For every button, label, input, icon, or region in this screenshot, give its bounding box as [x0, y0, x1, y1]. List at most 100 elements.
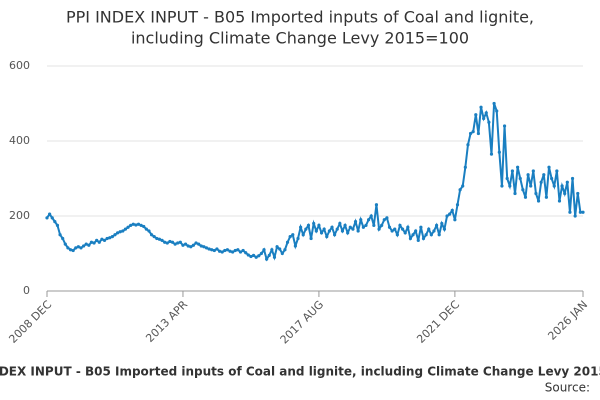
point: [288, 235, 292, 239]
point: [495, 109, 499, 113]
point: [291, 233, 295, 237]
point: [84, 242, 88, 246]
point: [296, 236, 300, 241]
point: [241, 248, 245, 253]
x-tick-label: 2017 AUG: [278, 298, 327, 347]
point: [105, 236, 109, 241]
point: [448, 212, 452, 216]
point: [348, 225, 352, 229]
point: [160, 238, 164, 242]
point: [523, 195, 528, 199]
footer-title: PPI INDEX INPUT - B05 Imported inputs of…: [0, 365, 600, 379]
point: [461, 184, 465, 188]
point: [228, 249, 232, 253]
point: [369, 214, 373, 218]
point: [129, 223, 133, 227]
point: [212, 248, 216, 253]
point: [421, 236, 426, 241]
point: [526, 173, 530, 177]
point: [89, 240, 94, 244]
point: [126, 225, 130, 229]
point: [293, 244, 297, 248]
point: [173, 242, 177, 246]
point: [427, 227, 431, 231]
point: [157, 237, 162, 241]
point: [510, 169, 515, 173]
point: [231, 250, 235, 254]
point: [573, 214, 577, 218]
point: [278, 247, 282, 251]
point: [576, 191, 580, 196]
point: [238, 250, 243, 254]
point: [76, 245, 80, 249]
point: [445, 214, 449, 218]
point: [152, 235, 156, 239]
chart-title: PPI INDEX INPUT - B05 Imported inputs of…: [66, 8, 534, 27]
point: [416, 238, 420, 242]
point: [565, 180, 569, 184]
point: [285, 240, 290, 244]
point: [424, 233, 428, 237]
point: [367, 218, 371, 222]
point: [440, 221, 444, 226]
point: [194, 241, 198, 245]
point: [395, 233, 399, 237]
point: [557, 199, 562, 203]
y-tick-label: 200: [9, 209, 30, 222]
point: [304, 227, 308, 231]
point: [529, 184, 533, 188]
point: [306, 223, 311, 227]
x-tick-label: 2021 DEC: [414, 298, 462, 346]
point: [351, 227, 355, 231]
point: [364, 223, 368, 227]
point: [176, 241, 180, 245]
point: [400, 227, 405, 231]
point: [450, 208, 454, 212]
point: [474, 113, 478, 117]
point: [314, 229, 318, 233]
point: [333, 233, 337, 237]
point: [102, 238, 107, 242]
point: [312, 221, 316, 226]
point: [244, 251, 248, 255]
point: [476, 131, 481, 136]
point: [544, 195, 548, 199]
point: [411, 233, 415, 237]
point: [299, 225, 303, 229]
point: [374, 203, 379, 207]
point: [471, 130, 475, 134]
point: [482, 116, 486, 121]
point: [466, 143, 470, 147]
point: [207, 247, 211, 251]
point: [502, 124, 507, 128]
point: [385, 216, 389, 220]
point: [487, 120, 491, 124]
point: [259, 251, 263, 256]
point: [432, 229, 436, 233]
point: [346, 231, 350, 235]
point: [581, 210, 585, 214]
point: [489, 152, 494, 156]
x-tick-label: 2026 JAN: [545, 298, 590, 343]
point: [330, 225, 334, 229]
point: [115, 231, 120, 235]
point: [283, 248, 287, 252]
point: [578, 210, 582, 214]
point: [147, 229, 151, 233]
point: [325, 235, 329, 239]
point: [165, 241, 169, 245]
point: [301, 233, 305, 237]
point: [340, 229, 345, 233]
point: [71, 248, 75, 253]
point: [309, 236, 313, 241]
point: [262, 248, 266, 252]
point: [144, 227, 148, 231]
point: [570, 176, 575, 181]
point: [508, 184, 512, 188]
point: [550, 176, 554, 181]
point: [380, 223, 384, 227]
point: [317, 223, 321, 227]
point: [210, 248, 214, 252]
point: [50, 216, 54, 220]
